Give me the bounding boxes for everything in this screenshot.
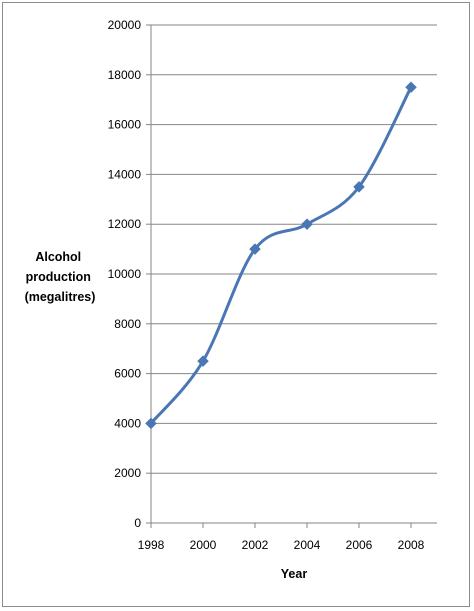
data-point-marker bbox=[145, 417, 157, 430]
x-tick-label: 1998 bbox=[138, 538, 165, 552]
x-tick-label: 2000 bbox=[190, 538, 217, 552]
x-tick-label: 2002 bbox=[242, 538, 269, 552]
data-point-marker bbox=[353, 180, 365, 193]
y-tick-label: 12000 bbox=[108, 217, 142, 231]
y-tick-label: 6000 bbox=[114, 367, 141, 381]
y-axis-title: Alcohol production (megalitres) bbox=[25, 250, 96, 304]
data-point-marker bbox=[197, 355, 209, 368]
y-axis-title-line-2: production bbox=[26, 270, 91, 284]
x-tick-label: 2006 bbox=[346, 538, 373, 552]
series-line bbox=[149, 85, 413, 425]
y-axis-title-line-3: (megalitres) bbox=[25, 290, 96, 304]
gridlines bbox=[151, 24, 437, 474]
x-tick-label: 2008 bbox=[398, 538, 425, 552]
x-tick-label: 2004 bbox=[294, 538, 321, 552]
y-tick-label: 14000 bbox=[108, 167, 142, 181]
y-tick-label: 10000 bbox=[108, 267, 142, 281]
y-tick-label: 16000 bbox=[108, 118, 142, 132]
x-tick-labels: 1998 2000 2002 2004 2006 2008 bbox=[138, 538, 425, 552]
y-tick-label: 0 bbox=[134, 516, 141, 530]
y-tick-label: 20000 bbox=[108, 18, 142, 32]
data-point-marker bbox=[301, 218, 313, 231]
y-tick-label: 18000 bbox=[108, 68, 142, 82]
series-group bbox=[145, 81, 417, 430]
y-tick-label: 4000 bbox=[114, 416, 141, 430]
axes bbox=[146, 24, 437, 528]
y-tick-label: 2000 bbox=[114, 466, 141, 480]
data-point-marker bbox=[405, 81, 417, 94]
y-axis-title-line-1: Alcohol bbox=[35, 250, 81, 264]
x-axis-title: Year bbox=[281, 567, 308, 581]
y-tick-label: 8000 bbox=[114, 317, 141, 331]
data-point-marker bbox=[249, 243, 261, 255]
y-tick-labels: 0 2000 4000 6000 8000 10000 12000 14000 16000 180… bbox=[108, 18, 142, 530]
chart-frame bbox=[2, 2, 470, 607]
